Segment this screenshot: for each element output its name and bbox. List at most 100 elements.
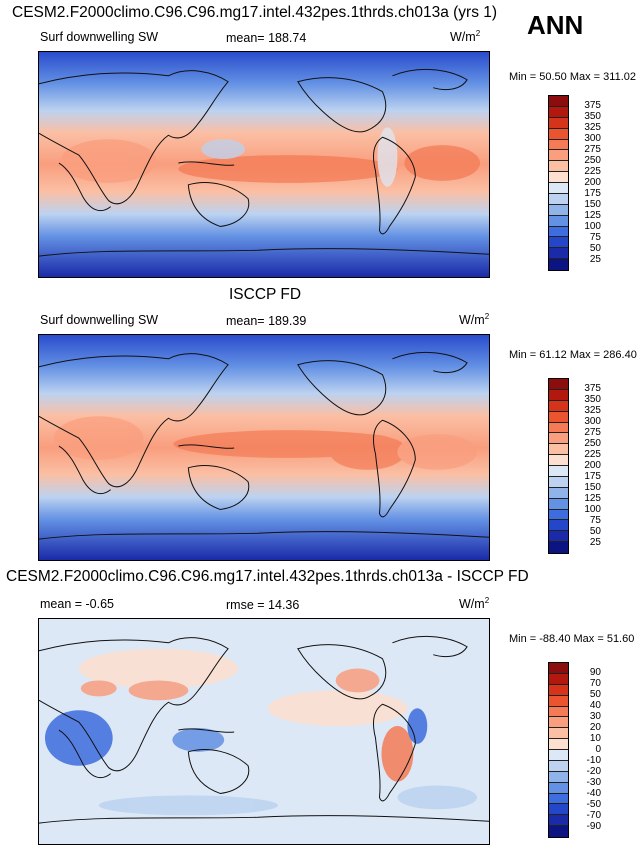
colorbar-tick-label: 375 (584, 100, 601, 111)
colorbar-swatch (549, 826, 568, 837)
panel2-map (38, 334, 490, 561)
colorbar-swatch (549, 215, 568, 227)
colorbar-tick-label: 70 (589, 678, 601, 689)
colorbar-swatch (549, 204, 568, 216)
colorbar-tick-label: 100 (584, 504, 601, 515)
colorbar-tick-label: 0 (595, 744, 601, 755)
panel1-minmax: Min = 50.50 Max = 311.02 (509, 71, 636, 83)
colorbar-swatch (549, 804, 568, 816)
panel1-field-label: Surf downwelling SW (40, 30, 159, 44)
colorbar-swatch (549, 509, 568, 521)
colorbar-swatch (549, 815, 568, 827)
panel3-units: W/m2 (459, 596, 490, 611)
panel2-mean: mean= 189.39 (226, 314, 307, 328)
colorbar-swatch (549, 760, 568, 772)
colorbar-swatch (549, 684, 568, 696)
colorbar-tick-label: 275 (584, 144, 601, 155)
colorbar-swatch (549, 96, 568, 107)
colorbar-swatch (549, 139, 568, 151)
colorbar-swatch (549, 695, 568, 707)
colorbar-swatch (549, 128, 568, 140)
panel1-map (38, 51, 490, 278)
colorbar-tick-label: 10 (589, 733, 601, 744)
colorbar-tick-label: 175 (584, 471, 601, 482)
colorbar-swatch (549, 226, 568, 238)
colorbar-swatch (549, 379, 568, 390)
season-label: ANN (527, 10, 584, 40)
colorbar-tick-label: -20 (586, 766, 601, 777)
colorbar-tick-label: 225 (584, 166, 601, 177)
colorbar-tick-label: 100 (584, 221, 601, 232)
colorbar-tick-label: 350 (584, 111, 601, 122)
colorbar-swatch (549, 728, 568, 740)
colorbar-tick-label: 150 (584, 482, 601, 493)
colorbar-tick-label: 200 (584, 177, 601, 188)
panel2-minmax: Min = 61.12 Max = 286.40 (509, 349, 637, 361)
colorbar-swatch (549, 389, 568, 401)
colorbar-tick-label: 30 (589, 711, 601, 722)
colorbar-tick-label: 125 (584, 493, 601, 504)
colorbar-swatch (549, 739, 568, 750)
colorbar-tick-label: 350 (584, 394, 601, 405)
colorbar-swatch (549, 520, 568, 532)
colorbar-tick-label: 125 (584, 210, 601, 221)
colorbar-swatch (549, 476, 568, 488)
colorbar-swatch (549, 161, 568, 173)
panel1-colorbar (548, 95, 569, 271)
colorbar-tick-label: 75 (589, 515, 601, 526)
panel3-map (38, 618, 490, 845)
panel3-title: CESM2.F2000climo.C96.C96.mg17.intel.432p… (6, 568, 529, 585)
panel2-field-label: Surf downwelling SW (40, 313, 159, 327)
colorbar-swatch (549, 400, 568, 412)
colorbar-tick-label: -40 (586, 788, 601, 799)
colorbar-tick-label: 250 (584, 438, 601, 449)
colorbar-tick-label: 90 (589, 667, 601, 678)
colorbar-swatch (549, 750, 568, 761)
colorbar-tick-label: 225 (584, 449, 601, 460)
panel2-colorbar (548, 378, 569, 554)
colorbar-tick-label: -50 (586, 799, 601, 810)
colorbar-tick-label: 375 (584, 383, 601, 394)
colorbar-swatch (549, 673, 568, 685)
colorbar-tick-label: 40 (589, 700, 601, 711)
colorbar-swatch (549, 248, 568, 260)
colorbar-swatch (549, 193, 568, 205)
panel2-units: W/m2 (459, 312, 490, 327)
colorbar-tick-label: 250 (584, 155, 601, 166)
colorbar-tick-label: 25 (589, 537, 601, 548)
colorbar-swatch (549, 706, 568, 718)
colorbar-tick-label: 50 (589, 243, 601, 254)
colorbar-swatch (549, 717, 568, 729)
colorbar-tick-label: 325 (584, 122, 601, 133)
colorbar-tick-label: 200 (584, 460, 601, 471)
colorbar-swatch (549, 455, 568, 466)
colorbar-tick-label: -10 (586, 755, 601, 766)
colorbar-swatch (549, 150, 568, 162)
colorbar-swatch (549, 183, 568, 194)
panel1-mean: mean= 188.74 (226, 31, 307, 45)
colorbar-tick-label: -90 (586, 821, 601, 832)
panel3-rmse: rmse = 14.36 (226, 598, 300, 612)
colorbar-tick-label: 50 (589, 526, 601, 537)
panel3-colorbar (548, 662, 569, 838)
colorbar-swatch (549, 793, 568, 805)
colorbar-swatch (549, 444, 568, 456)
colorbar-swatch (549, 117, 568, 129)
colorbar-tick-label: 275 (584, 427, 601, 438)
colorbar-swatch (549, 259, 568, 270)
colorbar-swatch (549, 782, 568, 794)
panel1-title: CESM2.F2000climo.C96.C96.mg17.intel.432p… (12, 4, 498, 21)
colorbar-swatch (549, 498, 568, 510)
colorbar-tick-label: 325 (584, 405, 601, 416)
panel2-title: ISCCP FD (229, 286, 302, 303)
colorbar-swatch (549, 466, 568, 477)
colorbar-tick-label: -30 (586, 777, 601, 788)
colorbar-tick-label: 300 (584, 133, 601, 144)
colorbar-tick-label: 20 (589, 722, 601, 733)
colorbar-tick-label: 175 (584, 188, 601, 199)
colorbar-tick-label: 50 (589, 689, 601, 700)
panel1-units: W/m2 (450, 29, 481, 44)
colorbar-tick-label: 150 (584, 199, 601, 210)
colorbar-swatch (549, 237, 568, 249)
colorbar-swatch (549, 663, 568, 674)
